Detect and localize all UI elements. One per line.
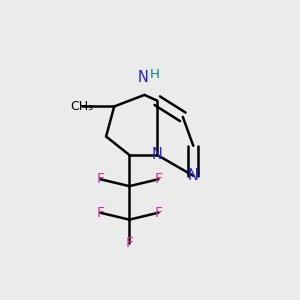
Text: CH₃: CH₃ xyxy=(70,100,93,113)
Text: F: F xyxy=(96,206,104,220)
Text: F: F xyxy=(125,236,133,250)
Text: F: F xyxy=(154,172,162,186)
Text: N: N xyxy=(138,70,149,85)
Text: H: H xyxy=(150,68,160,81)
Text: F: F xyxy=(96,172,104,186)
Text: F: F xyxy=(154,206,162,220)
Text: N: N xyxy=(188,168,199,183)
Text: N: N xyxy=(152,148,163,163)
